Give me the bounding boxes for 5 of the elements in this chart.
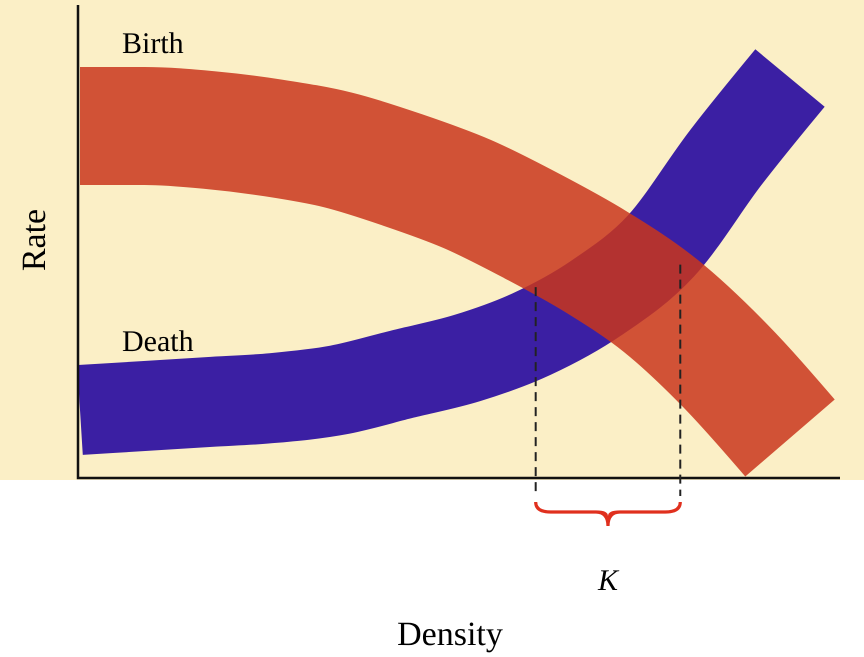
x-axis-title: Density [397,616,503,653]
series-label: Death [122,325,194,358]
text: Birth [122,27,184,60]
y-axis-title: Rate [16,208,53,272]
text: K [596,564,620,597]
